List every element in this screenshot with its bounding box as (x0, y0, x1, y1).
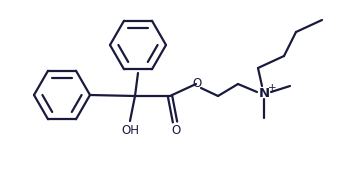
Text: O: O (192, 77, 201, 89)
Text: N: N (258, 87, 269, 99)
Text: +: + (268, 83, 276, 93)
Text: O: O (171, 125, 180, 137)
Text: OH: OH (121, 123, 139, 137)
